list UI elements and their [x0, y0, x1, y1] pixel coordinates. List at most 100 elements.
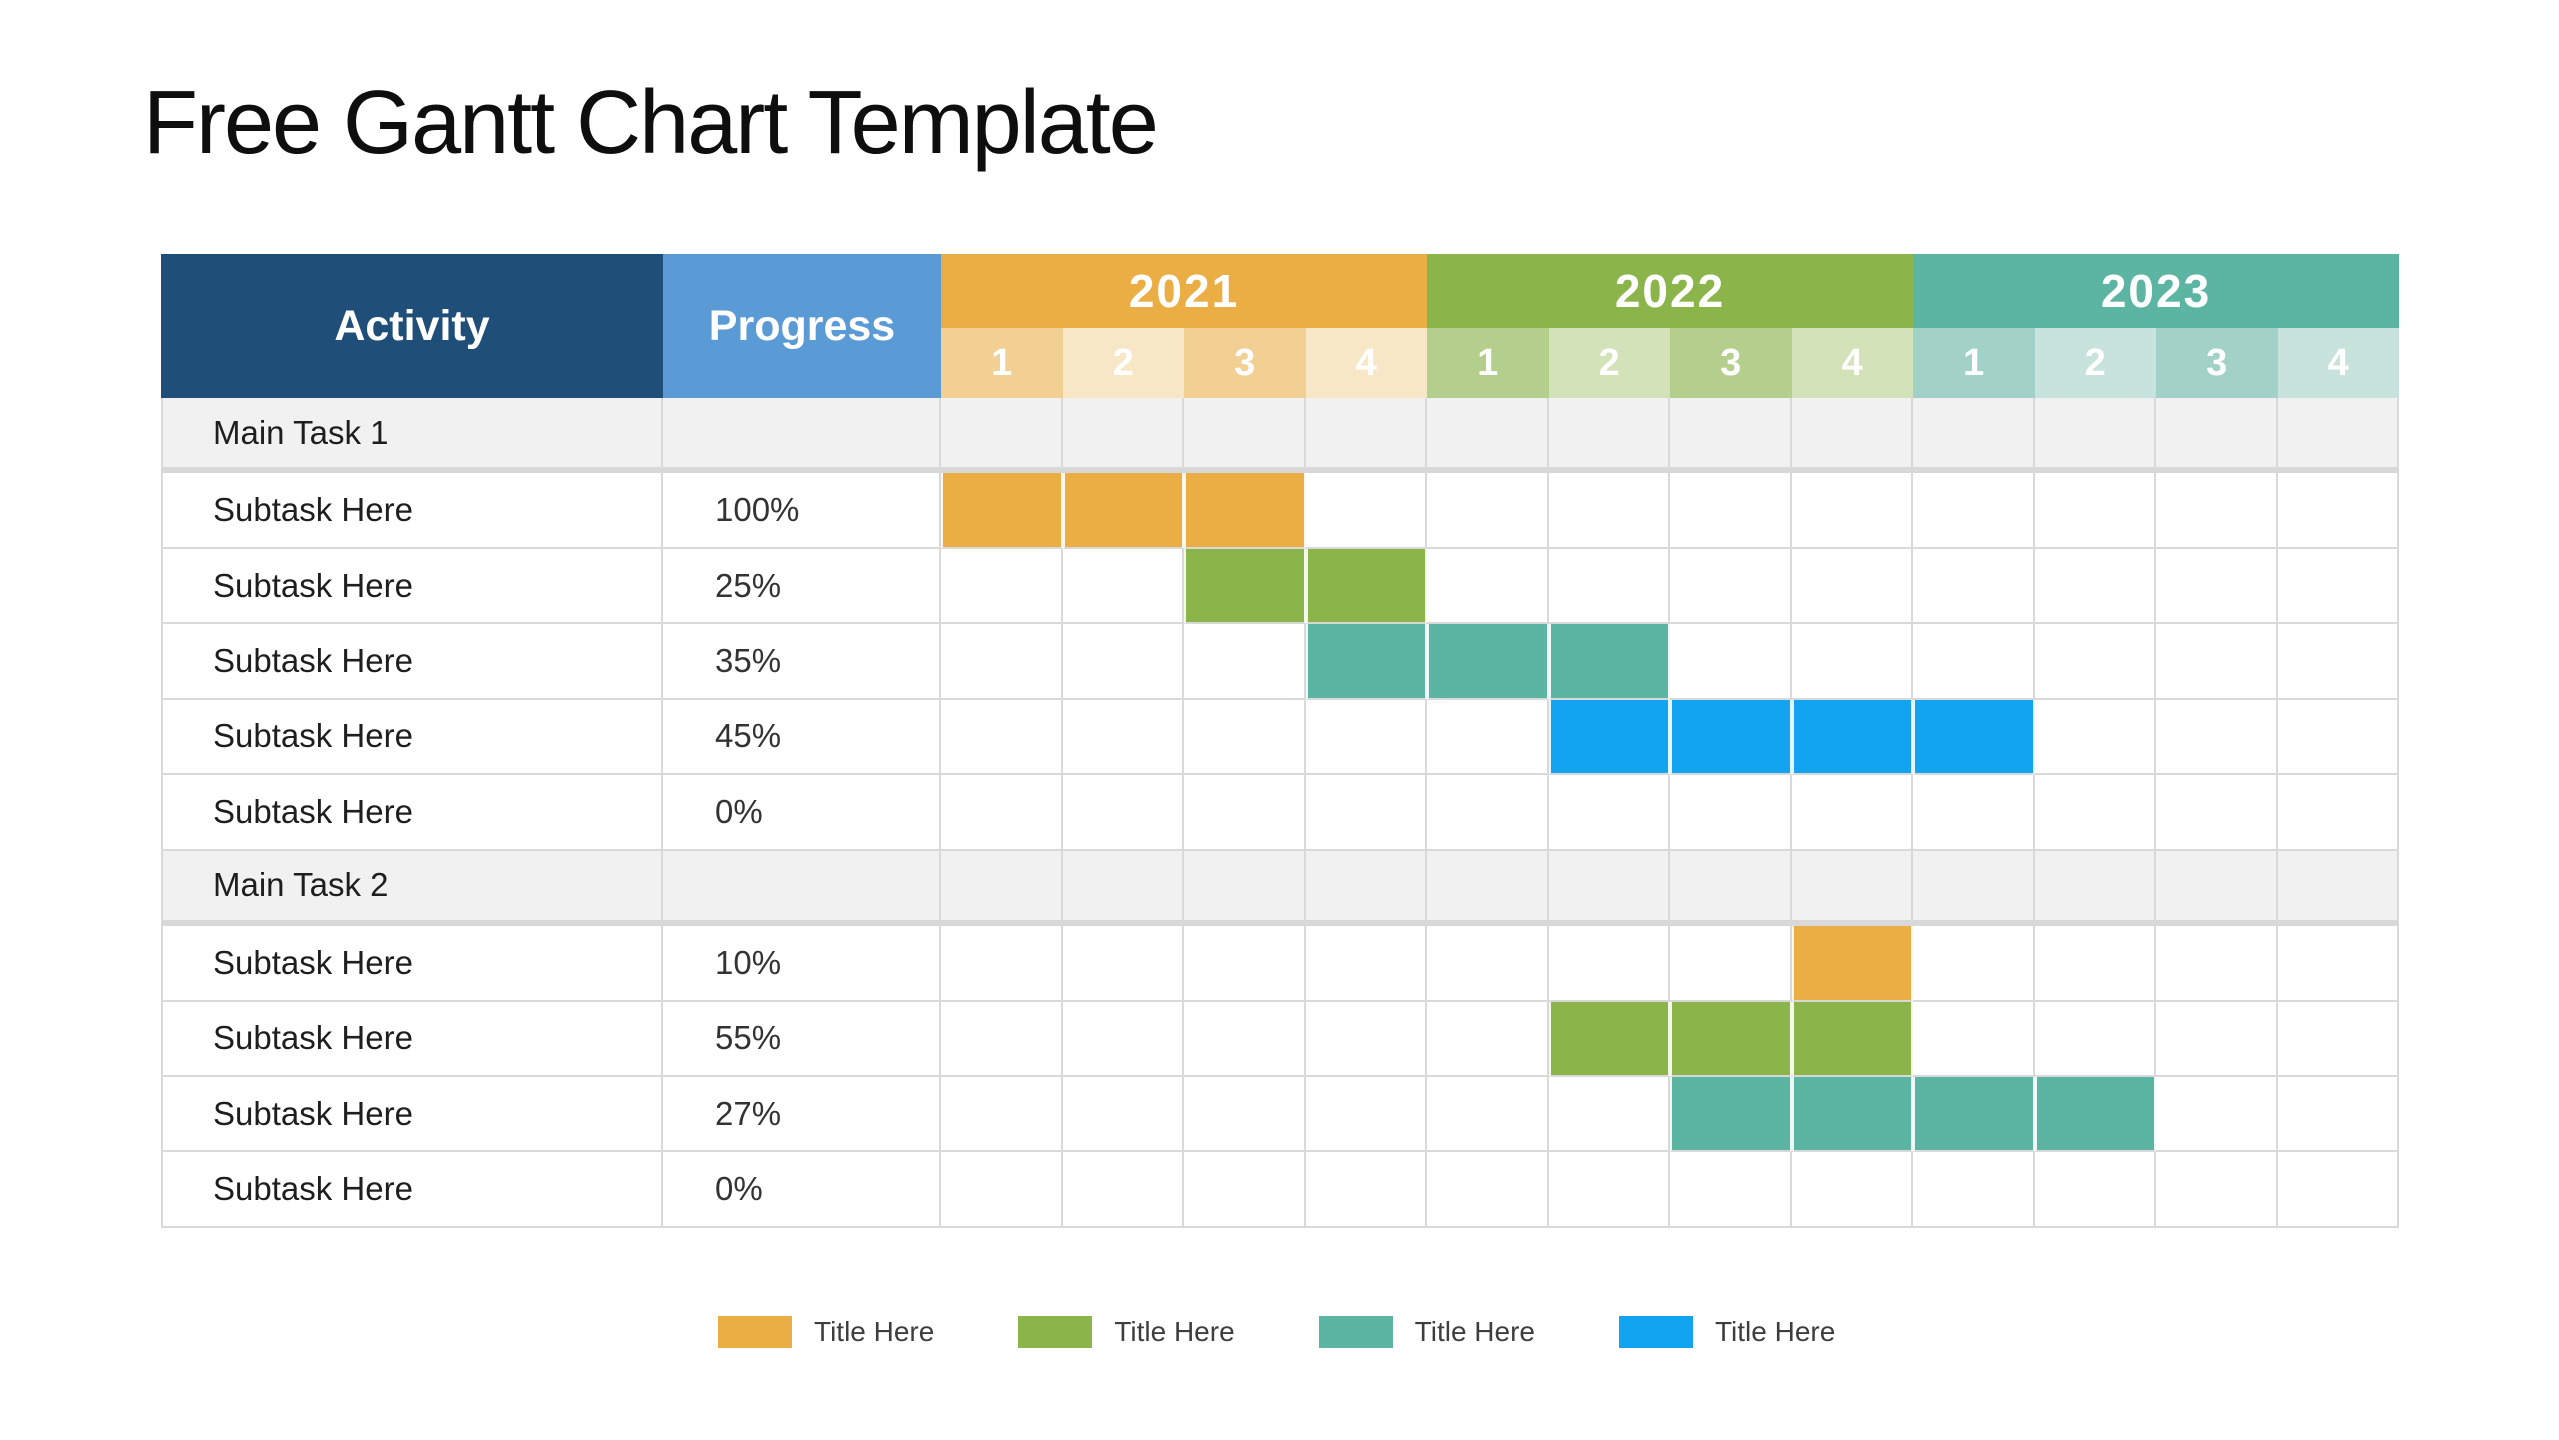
quarter-header: 4: [2277, 328, 2399, 398]
timeline-cell: [2277, 548, 2399, 625]
timeline-cell: [1913, 1152, 2035, 1228]
year-header: 2023: [1913, 254, 2399, 328]
timeline-cell: [2156, 1152, 2278, 1228]
timeline-cell: [2156, 850, 2278, 927]
timeline-cell: [2277, 624, 2399, 700]
timeline-cell: [1184, 624, 1306, 700]
timeline-cell: [1427, 850, 1549, 927]
timeline-cell: [2156, 398, 2278, 474]
legend-label: Title Here: [814, 1316, 935, 1347]
timeline-cell: [941, 398, 1063, 474]
timeline-cell: [2277, 699, 2399, 776]
timeline-cell: [1427, 926, 1549, 1002]
task-row-label: Subtask Here: [161, 473, 663, 549]
timeline-cell: [1062, 1076, 1184, 1153]
timeline-cell: [2277, 850, 2399, 927]
timeline-cell: [1913, 398, 2035, 474]
timeline-cell: [2277, 775, 2399, 851]
timeline-cell: [1548, 473, 1670, 549]
timeline-cell: [941, 1001, 1063, 1077]
timeline-cell: [1548, 548, 1670, 625]
timeline-cell: [1305, 775, 1427, 851]
timeline-cell: [1791, 624, 1913, 700]
timeline-cell: [1791, 850, 1913, 927]
task-row-label: Subtask Here: [161, 775, 663, 851]
legend-swatch: [1018, 1316, 1093, 1348]
timeline-cell: [2156, 775, 2278, 851]
gantt-bar-cell: [1670, 699, 1792, 776]
gantt-bar-cell: [941, 473, 1063, 549]
timeline-cell: [1427, 699, 1549, 776]
legend-swatch: [1318, 1316, 1393, 1348]
timeline-cell: [1548, 775, 1670, 851]
timeline-cell: [941, 1152, 1063, 1228]
timeline-cell: [1062, 548, 1184, 625]
timeline-cell: [1305, 398, 1427, 474]
timeline-cell: [2034, 1152, 2156, 1228]
gantt-bar-cell: [1305, 624, 1427, 700]
timeline-cell: [1548, 1152, 1670, 1228]
gantt-bar-cell: [1305, 548, 1427, 625]
timeline-cell: [941, 850, 1063, 927]
year-header: 2022: [1427, 254, 1913, 328]
quarter-header: 2: [1548, 328, 1670, 398]
gantt-bar-cell: [1548, 1001, 1670, 1077]
progress-value: [663, 398, 941, 474]
timeline-cell: [1062, 1152, 1184, 1228]
timeline-cell: [2156, 624, 2278, 700]
timeline-cell: [1184, 1076, 1306, 1153]
timeline-cell: [1184, 1152, 1306, 1228]
year-header: 2021: [941, 254, 1427, 328]
timeline-cell: [941, 1076, 1063, 1153]
legend-label: Title Here: [1114, 1316, 1235, 1347]
progress-value: 25%: [663, 548, 941, 625]
timeline-cell: [941, 926, 1063, 1002]
timeline-cell: [1184, 1001, 1306, 1077]
gantt-bar-cell: [1791, 699, 1913, 776]
timeline-cell: [1184, 850, 1306, 927]
progress-value: [663, 850, 941, 927]
timeline-cell: [1184, 699, 1306, 776]
timeline-cell: [2156, 926, 2278, 1002]
quarter-header: 4: [1791, 328, 1913, 398]
timeline-cell: [1062, 624, 1184, 700]
timeline-cell: [2034, 473, 2156, 549]
timeline-cell: [1427, 1152, 1549, 1228]
timeline-cell: [1305, 1076, 1427, 1153]
progress-value: 10%: [663, 926, 941, 1002]
timeline-cell: [1548, 398, 1670, 474]
timeline-cell: [2156, 699, 2278, 776]
timeline-cell: [1184, 398, 1306, 474]
timeline-cell: [1548, 926, 1670, 1002]
timeline-cell: [1427, 1001, 1549, 1077]
timeline-cell: [1670, 850, 1792, 927]
legend-label: Title Here: [1414, 1316, 1535, 1347]
legend: Title Here Title Here Title Here Title Here: [718, 1316, 1835, 1348]
timeline-cell: [1305, 1152, 1427, 1228]
legend-item: Title Here: [718, 1316, 934, 1348]
timeline-cell: [1062, 1001, 1184, 1077]
legend-label: Title Here: [1714, 1316, 1836, 1347]
progress-value: 0%: [663, 775, 941, 851]
timeline-cell: [2034, 1001, 2156, 1077]
quarter-header: 3: [2156, 328, 2278, 398]
timeline-cell: [2034, 775, 2156, 851]
timeline-cell: [1913, 624, 2035, 700]
task-row-label: Subtask Here: [161, 548, 663, 625]
gantt-bar-cell: [1913, 1076, 2035, 1153]
progress-value: 45%: [663, 699, 941, 776]
timeline-cell: [1670, 926, 1792, 1002]
progress-column-header: Progress: [663, 254, 941, 398]
timeline-cell: [2277, 926, 2399, 1002]
quarter-header: 2: [2034, 328, 2156, 398]
timeline-cell: [2277, 1152, 2399, 1228]
task-row-label: Subtask Here: [161, 624, 663, 700]
timeline-cell: [1305, 699, 1427, 776]
timeline-cell: [1670, 624, 1792, 700]
timeline-cell: [1670, 775, 1792, 851]
timeline-cell: [1913, 1001, 2035, 1077]
timeline-cell: [1670, 1152, 1792, 1228]
timeline-cell: [1670, 473, 1792, 549]
timeline-cell: [1548, 1076, 1670, 1153]
timeline-cell: [2034, 926, 2156, 1002]
